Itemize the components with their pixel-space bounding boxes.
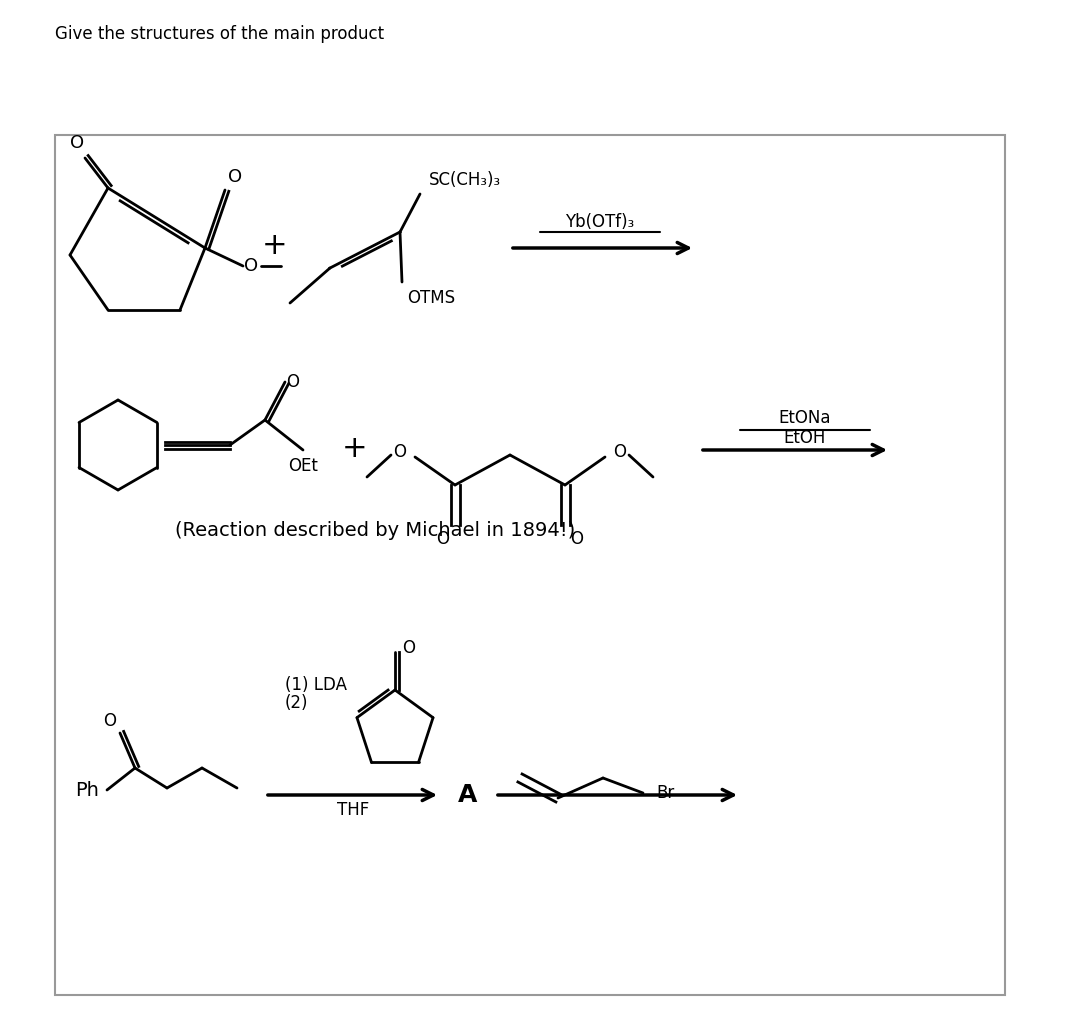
Text: O: O [228, 168, 242, 186]
Text: (Reaction described by Michael in 1894!): (Reaction described by Michael in 1894!) [175, 520, 576, 540]
Text: Yb(OTf)₃: Yb(OTf)₃ [565, 213, 635, 231]
Text: O: O [244, 257, 258, 275]
Text: O: O [436, 530, 449, 548]
Text: O: O [104, 712, 117, 730]
Text: THF: THF [337, 801, 369, 819]
Text: (2): (2) [285, 694, 309, 712]
Text: O: O [613, 443, 626, 461]
Text: O: O [286, 373, 299, 391]
Text: +: + [262, 230, 287, 260]
Text: O: O [570, 530, 583, 548]
Text: +: + [342, 434, 368, 462]
Text: A: A [458, 783, 477, 807]
Text: O: O [403, 639, 416, 657]
Text: OTMS: OTMS [407, 289, 455, 307]
Text: (1) LDA: (1) LDA [285, 676, 347, 694]
Text: OEt: OEt [288, 457, 318, 475]
Text: Give the structures of the main product: Give the structures of the main product [55, 25, 384, 43]
Text: EtOH: EtOH [784, 429, 826, 447]
Text: O: O [70, 134, 84, 152]
Bar [55, 135, 1005, 995]
Text: SC(CH₃)₃: SC(CH₃)₃ [429, 171, 501, 189]
Text: O: O [393, 443, 406, 461]
Text: Br: Br [656, 784, 674, 802]
Text: EtONa: EtONa [779, 409, 832, 427]
Text: Ph: Ph [75, 781, 99, 799]
